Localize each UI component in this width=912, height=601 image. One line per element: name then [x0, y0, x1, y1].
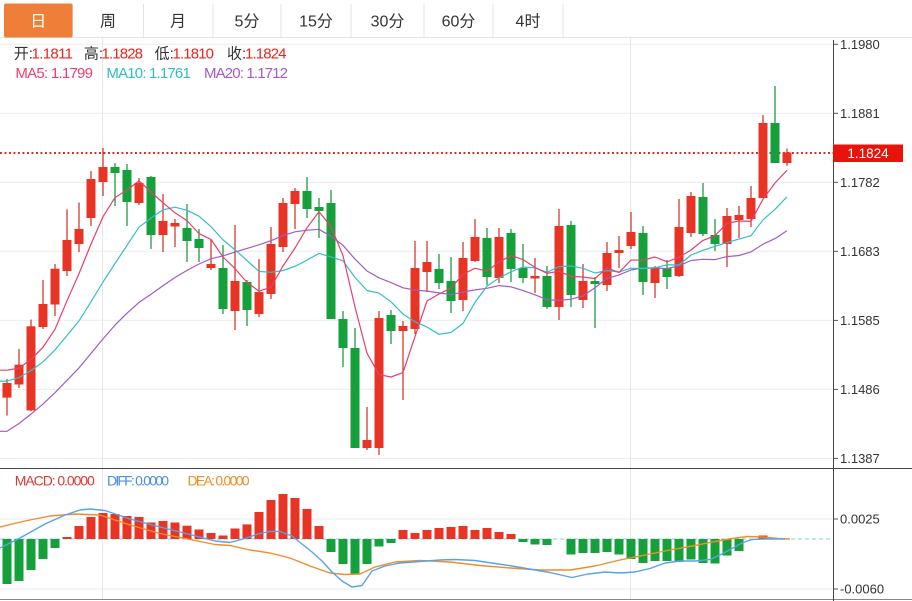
svg-text:高:: 高:: [84, 46, 103, 63]
svg-text:1.1486: 1.1486: [840, 382, 880, 397]
svg-text:开:: 开:: [14, 46, 33, 63]
svg-text:1.1810: 1.1810: [173, 46, 215, 63]
svg-text:1.1585: 1.1585: [840, 313, 880, 328]
svg-text:5分: 5分: [235, 13, 260, 31]
svg-text:1.1824: 1.1824: [245, 46, 287, 63]
svg-text:1.1683: 1.1683: [840, 244, 880, 259]
svg-text:MA5: 1.1799: MA5: 1.1799: [15, 65, 93, 82]
svg-text:DEA: 0.0000: DEA: 0.0000: [188, 473, 250, 489]
svg-text:1.1980: 1.1980: [840, 37, 880, 52]
svg-text:收:: 收:: [227, 46, 246, 63]
svg-text:MACD: 0.0000: MACD: 0.0000: [15, 473, 95, 489]
svg-text:1.1824: 1.1824: [847, 146, 889, 161]
svg-text:0.0025: 0.0025: [840, 512, 880, 527]
svg-text:1.1881: 1.1881: [840, 106, 880, 121]
svg-text:60分: 60分: [442, 13, 476, 31]
svg-text:MA20: 1.1712: MA20: 1.1712: [204, 65, 288, 82]
svg-text:月: 月: [170, 14, 186, 31]
svg-text:1.1811: 1.1811: [32, 46, 74, 63]
svg-text:-0.0060: -0.0060: [840, 582, 884, 597]
svg-text:MA10: 1.1761: MA10: 1.1761: [106, 65, 190, 82]
svg-text:低:: 低:: [155, 46, 174, 63]
svg-text:1.1387: 1.1387: [840, 451, 880, 466]
svg-text:30分: 30分: [371, 13, 405, 31]
svg-text:日: 日: [30, 14, 46, 31]
svg-text:周: 周: [100, 14, 116, 31]
svg-text:4时: 4时: [516, 13, 541, 31]
svg-text:15分: 15分: [299, 13, 333, 31]
svg-text:DIFF: 0.0000: DIFF: 0.0000: [107, 473, 169, 489]
svg-text:1.1828: 1.1828: [102, 46, 144, 63]
svg-text:1.1782: 1.1782: [840, 175, 880, 190]
